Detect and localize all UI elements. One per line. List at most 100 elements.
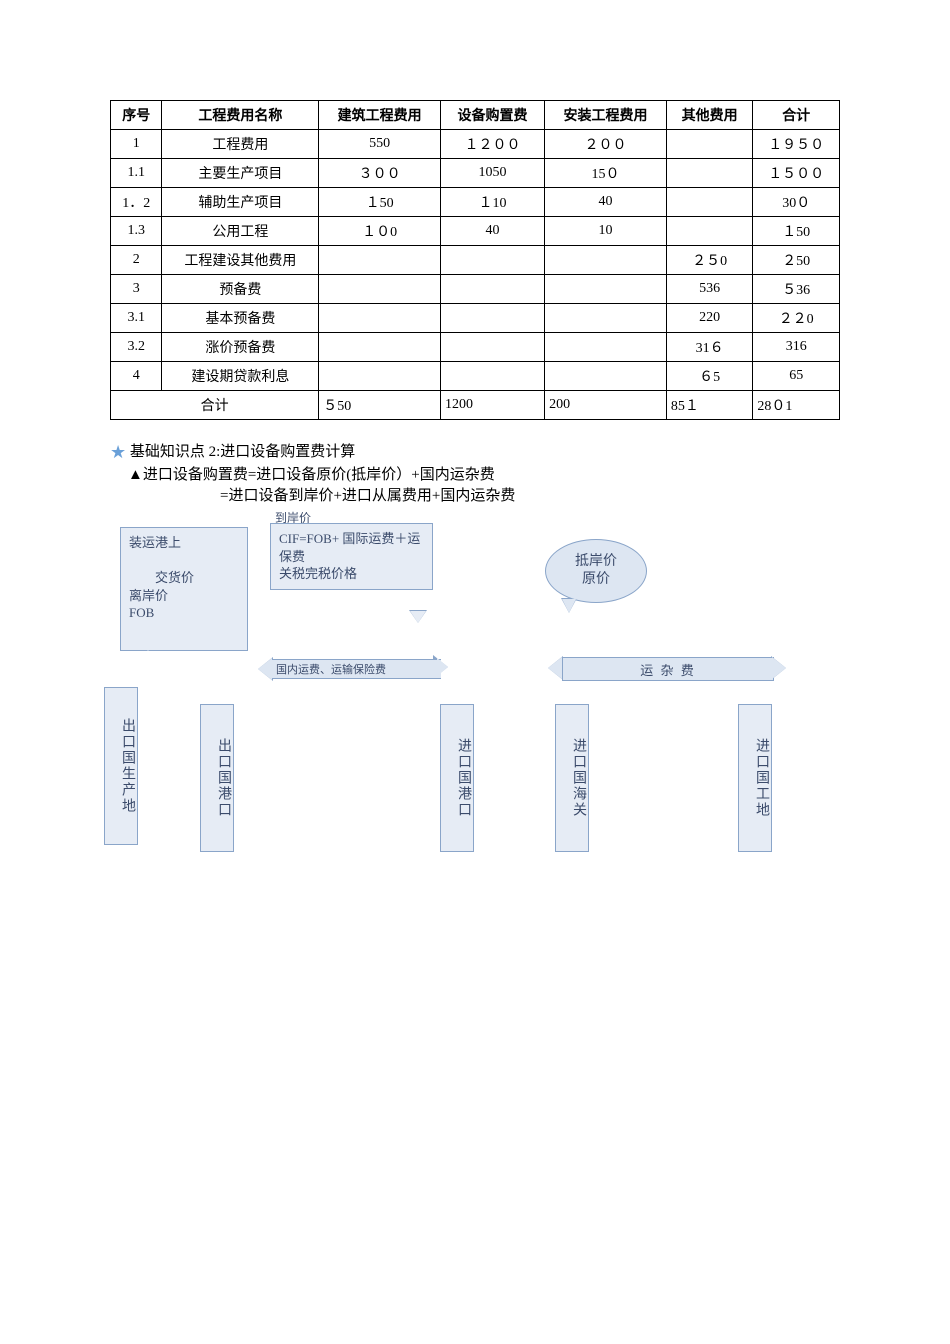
table-cell: 65 bbox=[753, 362, 840, 391]
table-cell bbox=[545, 304, 667, 333]
table-cell: ６5 bbox=[666, 362, 753, 391]
bubble-tail-icon bbox=[562, 599, 576, 613]
table-cell: 31６ bbox=[666, 333, 753, 362]
table-row: 1．2辅助生产项目１50１104030０ bbox=[111, 188, 840, 217]
table-cell bbox=[666, 159, 753, 188]
th-4: 安装工程费用 bbox=[545, 101, 667, 130]
table-row: 1工程费用550１２００２００ １９５０ bbox=[111, 130, 840, 159]
callout-fob-text: 装运港上 交货价 离岸价 FOB bbox=[129, 534, 239, 622]
table-cell bbox=[440, 275, 544, 304]
table-cell bbox=[440, 304, 544, 333]
table-cell: １０0 bbox=[319, 217, 441, 246]
table-cell: 建设期贷款利息 bbox=[162, 362, 319, 391]
callout-cif: CIF=FOB+ 国际运费＋运保费 关税完税价格 bbox=[270, 523, 433, 590]
table-cell bbox=[545, 275, 667, 304]
table-cell bbox=[440, 333, 544, 362]
bubble-arrival-price: 抵岸价 原价 bbox=[545, 539, 647, 603]
table-cell bbox=[545, 362, 667, 391]
callout-fob: 装运港上 交货价 离岸价 FOB bbox=[120, 527, 248, 651]
cost-table: 序号 工程费用名称 建筑工程费用 设备购置费 安装工程费用 其他费用 合计 1工… bbox=[110, 100, 840, 420]
table-cell: 1050 bbox=[440, 159, 544, 188]
table-cell: １２００ bbox=[440, 130, 544, 159]
table-cell bbox=[319, 362, 441, 391]
table-cell bbox=[440, 362, 544, 391]
callout-cif-text: CIF=FOB+ 国际运费＋运保费 关税完税价格 bbox=[279, 530, 424, 583]
formula-line-2: =进口设备到岸价+进口从属费用+国内运杂费 bbox=[220, 484, 840, 505]
arrow-right-clip-icon bbox=[437, 658, 448, 676]
arrow-left-yzf-icon bbox=[548, 657, 562, 679]
table-row: 4建设期贷款利息 ６565 bbox=[111, 362, 840, 391]
table-cell: 3.2 bbox=[111, 333, 162, 362]
table-row: 1.1主要生产项目３００105015０ １５００ bbox=[111, 159, 840, 188]
box-import-port: 进口国港口 bbox=[440, 704, 474, 852]
tf-1: ５50 bbox=[319, 391, 441, 420]
table-cell: 40 bbox=[440, 217, 544, 246]
th-3: 设备购置费 bbox=[440, 101, 544, 130]
th-0: 序号 bbox=[111, 101, 162, 130]
tf-3: 200 bbox=[545, 391, 667, 420]
callout-cif-tail-icon bbox=[410, 611, 426, 623]
star-icon: ★ bbox=[110, 442, 126, 462]
formula-line-1: ▲进口设备购置费=进口设备原价(抵岸价）+国内运杂费 bbox=[128, 463, 840, 484]
callout-fob-tail-icon bbox=[140, 639, 156, 651]
table-cell: 工程费用 bbox=[162, 130, 319, 159]
table-cell: 1 bbox=[111, 130, 162, 159]
table-cell: 3.1 bbox=[111, 304, 162, 333]
table-cell: １50 bbox=[753, 217, 840, 246]
table-cell bbox=[440, 246, 544, 275]
tf-2: 1200 bbox=[440, 391, 544, 420]
th-5: 其他费用 bbox=[666, 101, 753, 130]
table-cell bbox=[666, 188, 753, 217]
table-row: 1.3公用工程１０04010 １50 bbox=[111, 217, 840, 246]
table-cell: ２５0 bbox=[666, 246, 753, 275]
table-cell bbox=[319, 333, 441, 362]
table-cell: ３００ bbox=[319, 159, 441, 188]
table-cell: 1．2 bbox=[111, 188, 162, 217]
table-cell bbox=[666, 130, 753, 159]
bar-yunzafei-text: 运 杂 费 bbox=[640, 660, 696, 679]
tf-4: 85１ bbox=[666, 391, 753, 420]
th-1: 工程费用名称 bbox=[162, 101, 319, 130]
table-cell: 1.3 bbox=[111, 217, 162, 246]
table-cell: ２００ bbox=[545, 130, 667, 159]
table-cell: 550 bbox=[319, 130, 441, 159]
table-cell: 1.1 bbox=[111, 159, 162, 188]
table-cell: ２50 bbox=[753, 246, 840, 275]
table-cell bbox=[545, 333, 667, 362]
table-cell: 536 bbox=[666, 275, 753, 304]
bar-clip-text: 国内运费、运输保险费 bbox=[276, 661, 386, 677]
table-cell: １10 bbox=[440, 188, 544, 217]
table-cell: 4 bbox=[111, 362, 162, 391]
tf-label: 合计 bbox=[111, 391, 319, 420]
table-row: 3预备费 536５36 bbox=[111, 275, 840, 304]
table-cell: 主要生产项目 bbox=[162, 159, 319, 188]
table-footer-row: 合计 ５50 1200 200 85１ 28０1 bbox=[111, 391, 840, 420]
table-row: 2工程建设其他费用２５0２50 bbox=[111, 246, 840, 275]
bar-yunzafei: 运 杂 费 bbox=[562, 657, 774, 681]
table-cell: 15０ bbox=[545, 159, 667, 188]
table-cell: １５００ bbox=[753, 159, 840, 188]
table-cell: 涨价预备费 bbox=[162, 333, 319, 362]
tf-5: 28０1 bbox=[753, 391, 840, 420]
table-cell: 辅助生产项目 bbox=[162, 188, 319, 217]
table-cell: １９５０ bbox=[753, 130, 840, 159]
table-cell bbox=[666, 217, 753, 246]
table-cell bbox=[319, 246, 441, 275]
box-import-site: 进口国工地 bbox=[738, 704, 772, 852]
table-cell: 40 bbox=[545, 188, 667, 217]
box-import-customs: 进口国海关 bbox=[555, 704, 589, 852]
arrow-right-yzf-icon bbox=[772, 657, 786, 679]
table-row: 3.2涨价预备费31６316 bbox=[111, 333, 840, 362]
table-cell: 公用工程 bbox=[162, 217, 319, 246]
table-header-row: 序号 工程费用名称 建筑工程费用 设备购置费 安装工程费用 其他费用 合计 bbox=[111, 101, 840, 130]
table-cell: 10 bbox=[545, 217, 667, 246]
table-cell: 2 bbox=[111, 246, 162, 275]
table-cell: 3 bbox=[111, 275, 162, 304]
th-2: 建筑工程费用 bbox=[319, 101, 441, 130]
bubble-text: 抵岸价 原价 bbox=[575, 553, 617, 589]
table-cell bbox=[545, 246, 667, 275]
box-export-origin: 出口国生产地 bbox=[104, 687, 138, 845]
table-cell bbox=[319, 275, 441, 304]
table-cell: ５36 bbox=[753, 275, 840, 304]
table-cell: 预备费 bbox=[162, 275, 319, 304]
